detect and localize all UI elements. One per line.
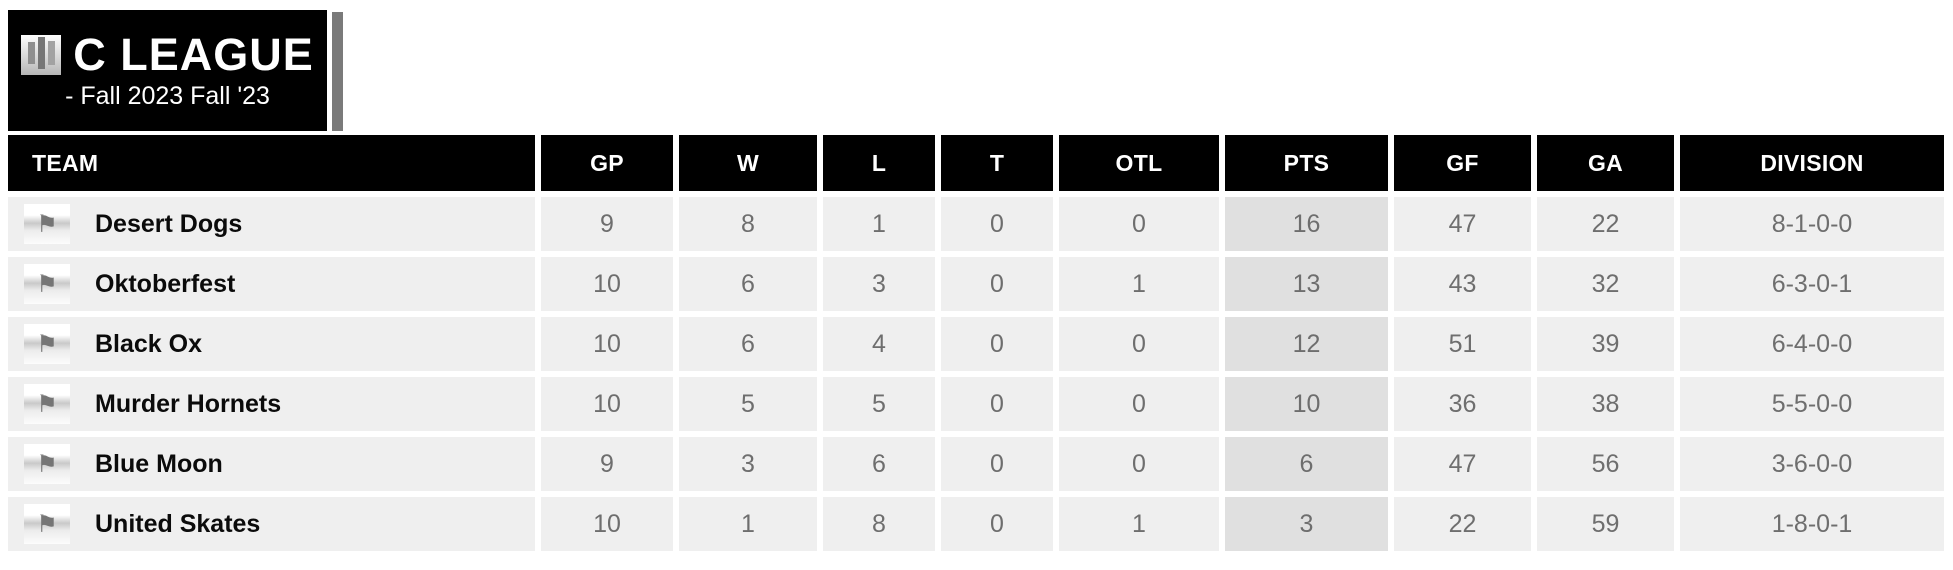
gf-value: 36: [1394, 377, 1531, 431]
team-name: Oktoberfest: [95, 269, 236, 298]
l-value: 6: [823, 437, 935, 491]
l-value: 3: [823, 257, 935, 311]
division-record: 1-8-0-1: [1680, 497, 1944, 551]
team-link[interactable]: ⚑ Murder Hornets: [8, 377, 535, 431]
pts-value: 13: [1225, 257, 1388, 311]
otl-value: 1: [1059, 497, 1219, 551]
gf-value: 47: [1394, 197, 1531, 251]
gf-value: 22: [1394, 497, 1531, 551]
team-name: Blue Moon: [95, 449, 223, 478]
column-header-l: L: [823, 135, 935, 191]
header-accent-bar: [332, 12, 343, 131]
w-value: 6: [679, 257, 817, 311]
t-value: 0: [941, 377, 1053, 431]
gp-value: 9: [541, 437, 673, 491]
ga-value: 22: [1537, 197, 1674, 251]
ga-value: 59: [1537, 497, 1674, 551]
otl-value: 0: [1059, 197, 1219, 251]
team-name: Desert Dogs: [95, 209, 243, 238]
column-header-team: TEAM: [8, 135, 535, 191]
gp-value: 10: [541, 377, 673, 431]
flag-icon: ⚑: [24, 264, 70, 304]
gp-value: 9: [541, 197, 673, 251]
ga-value: 32: [1537, 257, 1674, 311]
w-value: 3: [679, 437, 817, 491]
flag-icon: ⚑: [24, 204, 70, 244]
division-record: 5-5-0-0: [1680, 377, 1944, 431]
t-value: 0: [941, 317, 1053, 371]
league-season: - Fall 2023 Fall '23: [65, 82, 270, 110]
team-link[interactable]: ⚑ Blue Moon: [8, 437, 535, 491]
pts-value: 3: [1225, 497, 1388, 551]
column-header-w: W: [679, 135, 817, 191]
otl-value: 0: [1059, 437, 1219, 491]
pts-value: 6: [1225, 437, 1388, 491]
team-name: United Skates: [95, 509, 261, 538]
league-header: C LEAGUE - Fall 2023 Fall '23: [8, 10, 327, 131]
w-value: 6: [679, 317, 817, 371]
otl-value: 0: [1059, 377, 1219, 431]
team-name: Black Ox: [95, 329, 203, 358]
gp-value: 10: [541, 317, 673, 371]
l-value: 1: [823, 197, 935, 251]
l-value: 8: [823, 497, 935, 551]
gp-value: 10: [541, 257, 673, 311]
pts-value: 12: [1225, 317, 1388, 371]
w-value: 5: [679, 377, 817, 431]
column-header-pts: PTS: [1225, 135, 1388, 191]
team-link[interactable]: ⚑ Desert Dogs: [8, 197, 535, 251]
column-header-ga: GA: [1537, 135, 1674, 191]
pts-value: 10: [1225, 377, 1388, 431]
team-link[interactable]: ⚑ Oktoberfest: [8, 257, 535, 311]
stats-bars-icon: [21, 34, 62, 75]
team-name: Murder Hornets: [95, 389, 282, 418]
gp-value: 10: [541, 497, 673, 551]
league-name: C LEAGUE: [73, 29, 314, 80]
column-header-t: T: [941, 135, 1053, 191]
otl-value: 0: [1059, 317, 1219, 371]
gf-value: 51: [1394, 317, 1531, 371]
gf-value: 47: [1394, 437, 1531, 491]
flag-icon: ⚑: [24, 384, 70, 424]
gf-value: 43: [1394, 257, 1531, 311]
w-value: 8: [679, 197, 817, 251]
flag-icon: ⚑: [24, 444, 70, 484]
ga-value: 56: [1537, 437, 1674, 491]
flag-icon: ⚑: [24, 324, 70, 364]
flag-icon: ⚑: [24, 504, 70, 544]
column-header-gf: GF: [1394, 135, 1531, 191]
l-value: 4: [823, 317, 935, 371]
team-link[interactable]: ⚑ Black Ox: [8, 317, 535, 371]
column-header-otl: OTL: [1059, 135, 1219, 191]
ga-value: 38: [1537, 377, 1674, 431]
t-value: 0: [941, 197, 1053, 251]
division-record: 6-4-0-0: [1680, 317, 1944, 371]
ga-value: 39: [1537, 317, 1674, 371]
l-value: 5: [823, 377, 935, 431]
otl-value: 1: [1059, 257, 1219, 311]
division-record: 8-1-0-0: [1680, 197, 1944, 251]
column-header-gp: GP: [541, 135, 673, 191]
t-value: 0: [941, 257, 1053, 311]
pts-value: 16: [1225, 197, 1388, 251]
team-link[interactable]: ⚑ United Skates: [8, 497, 535, 551]
w-value: 1: [679, 497, 817, 551]
t-value: 0: [941, 497, 1053, 551]
column-header-division: DIVISION: [1680, 135, 1944, 191]
division-record: 3-6-0-0: [1680, 437, 1944, 491]
standings-table: TEAM GP W L T OTL PTS GF GA DIVISION ⚑ D…: [8, 135, 1944, 551]
t-value: 0: [941, 437, 1053, 491]
division-record: 6-3-0-1: [1680, 257, 1944, 311]
